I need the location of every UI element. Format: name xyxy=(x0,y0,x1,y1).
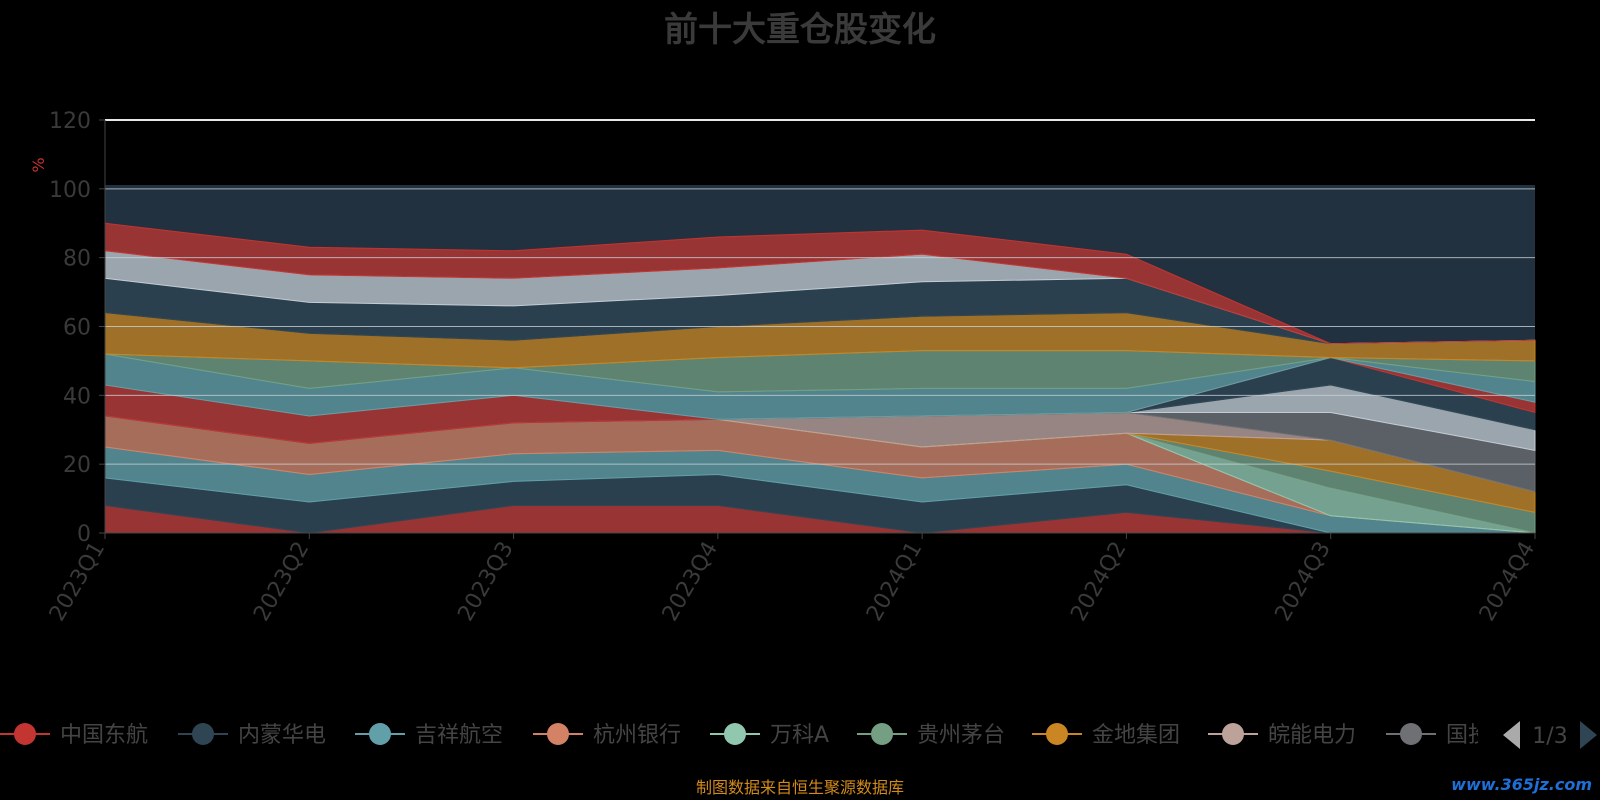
legend-page-indicator: 1/3 xyxy=(1532,724,1567,749)
gridlines xyxy=(105,119,1535,465)
area-series-group xyxy=(104,222,1536,534)
legend-label: 内蒙华电 xyxy=(238,723,326,748)
x-tick-label: 2023Q1 xyxy=(45,538,110,626)
y-tick-label: 80 xyxy=(63,247,91,272)
legend-item[interactable]: 杭州银行 xyxy=(533,723,681,748)
legend-item[interactable]: 国投 xyxy=(1386,723,1490,748)
x-tick-label: 2024Q3 xyxy=(1271,538,1336,626)
legend-marker xyxy=(1222,723,1244,745)
chart-title: 前十大重仓股变化 xyxy=(664,10,936,50)
legend-marker xyxy=(192,723,214,745)
legend-label: 皖能电力 xyxy=(1268,723,1356,748)
legend-marker xyxy=(369,723,391,745)
y-tick-label: 60 xyxy=(63,316,91,341)
legend[interactable]: 中国东航 内蒙华电 吉祥航空 杭州银行 万科A 贵州茅台 金地集团 皖能电力 国投 1/3 xyxy=(0,712,1600,756)
legend-label: 贵州茅台 xyxy=(917,723,1005,748)
legend-item[interactable]: 中国东航 xyxy=(0,723,148,748)
legend-item[interactable]: 贵州茅台 xyxy=(857,723,1005,748)
x-tick-label: 2024Q2 xyxy=(1066,538,1131,626)
legend-item[interactable]: 内蒙华电 xyxy=(178,723,326,748)
legend-item[interactable]: 万科A xyxy=(710,723,829,748)
x-tick-label: 2023Q4 xyxy=(658,538,723,626)
legend-label: 金地集团 xyxy=(1092,723,1180,748)
watermark: www.365jz.com xyxy=(1451,775,1592,794)
legend-label: 万科A xyxy=(770,723,829,748)
legend-label: 杭州银行 xyxy=(593,723,681,748)
legend-marker xyxy=(547,723,569,745)
legend-prev-icon[interactable] xyxy=(1503,721,1520,749)
x-tick-label: 2023Q2 xyxy=(249,538,314,626)
legend-marker xyxy=(724,723,746,745)
y-tick-label: 100 xyxy=(49,178,91,203)
y-axis-label: % xyxy=(29,157,48,172)
x-tick-label: 2024Q4 xyxy=(1475,538,1540,626)
legend-pager-bg xyxy=(1478,712,1600,756)
legend-next-icon[interactable] xyxy=(1580,721,1597,749)
y-tick-label: 40 xyxy=(63,384,91,409)
legend-item[interactable]: 皖能电力 xyxy=(1208,723,1356,748)
y-tick-label: 20 xyxy=(63,453,91,478)
area-series-18[interactable] xyxy=(104,222,1536,345)
x-tick-label: 2024Q1 xyxy=(862,538,927,626)
legend-item[interactable]: 吉祥航空 xyxy=(355,723,503,748)
legend-label: 吉祥航空 xyxy=(415,723,503,748)
y-tick-label: 120 xyxy=(49,109,91,134)
source-note: 制图数据来自恒生聚源数据库 xyxy=(695,778,904,797)
legend-marker xyxy=(14,723,36,745)
legend-marker xyxy=(1400,723,1422,745)
x-tick-label: 2023Q3 xyxy=(453,538,518,626)
y-tick-label: 0 xyxy=(77,522,91,547)
legend-item[interactable]: 金地集团 xyxy=(1032,723,1180,748)
legend-marker xyxy=(1046,723,1068,745)
legend-label: 中国东航 xyxy=(60,723,148,748)
legend-marker xyxy=(871,723,893,745)
